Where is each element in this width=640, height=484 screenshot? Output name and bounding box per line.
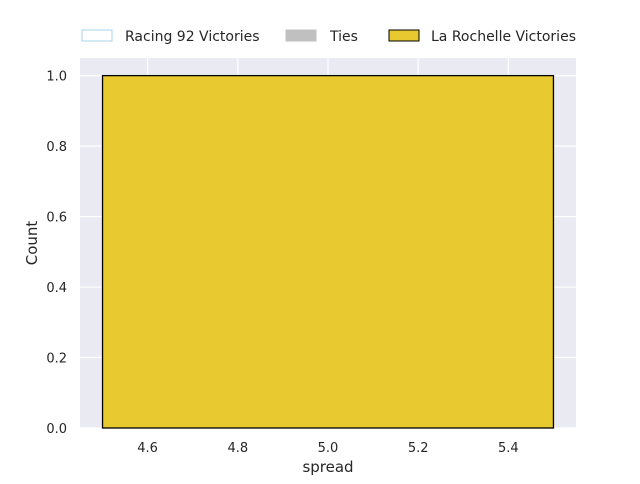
y-axis-label: Count: [23, 221, 41, 266]
x-tick-labels: 4.6 4.8 5.0 5.2 5.4: [137, 441, 518, 456]
x-tick-label: 4.8: [227, 441, 248, 456]
bar-la-rochelle-victories: [101, 74, 555, 429]
y-tick-label: 0.8: [46, 140, 67, 155]
y-tick-label: 0.6: [46, 211, 67, 226]
legend-label: La Rochelle Victories: [431, 29, 576, 45]
y-tick-label: 0.0: [46, 422, 67, 437]
x-axis-label: spread: [302, 458, 353, 476]
x-tick-label: 5.0: [318, 441, 339, 456]
x-tick-label: 4.6: [137, 441, 158, 456]
legend-swatch: [388, 29, 420, 42]
legend-label: Ties: [329, 29, 358, 45]
y-tick-label: 1.0: [46, 70, 67, 85]
legend-swatch: [81, 29, 113, 42]
y-tick-label: 0.4: [46, 281, 67, 296]
bars: [101, 74, 555, 429]
legend-label: Racing 92 Victories: [125, 29, 260, 45]
x-tick-label: 5.2: [408, 441, 429, 456]
x-tick-label: 5.4: [498, 441, 519, 456]
legend-swatch: [285, 29, 317, 42]
legend: Racing 92 Victories Ties La Rochelle Victo…: [81, 29, 576, 45]
y-tick-label: 0.2: [46, 352, 67, 367]
y-tick-labels: 0.0 0.2 0.4 0.6 0.8 1.0: [46, 70, 67, 437]
